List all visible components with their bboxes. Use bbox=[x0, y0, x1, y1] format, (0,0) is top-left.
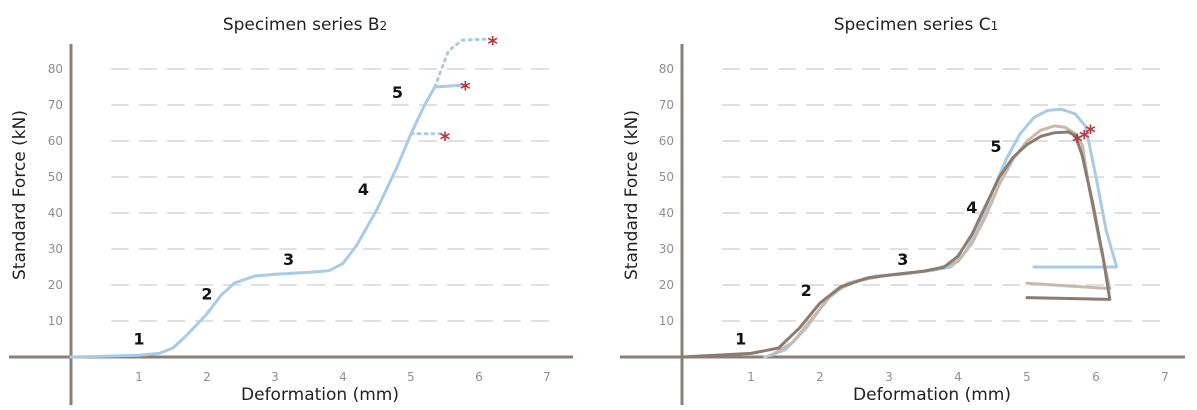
chart1-x-tick-label: 3 bbox=[271, 370, 279, 384]
chart1-y-axis-label: Standard Force (kN) bbox=[10, 110, 30, 280]
chart1-x-axis-label: Deformation (mm) bbox=[241, 385, 399, 405]
chart2-series-line bbox=[680, 130, 1112, 359]
chart2-failure-marker: * bbox=[1072, 129, 1083, 153]
chart1-y-tick-label: 80 bbox=[48, 62, 63, 76]
chart2-y-tick-label: 50 bbox=[659, 170, 674, 184]
chart2-failure-marker: * bbox=[1085, 120, 1096, 144]
chart1-y-tick-label: 30 bbox=[48, 242, 63, 256]
chart2-x-tick-label: 1 bbox=[747, 370, 755, 384]
chart1-phase-label: 4 bbox=[358, 180, 369, 199]
chart1-failure-marker: * bbox=[460, 77, 471, 101]
chart2-y-tick-label: 70 bbox=[659, 98, 674, 112]
chart1-phase-label: 1 bbox=[133, 329, 144, 348]
chart1-x-tick-label: 1 bbox=[135, 370, 143, 384]
chart2-y-tick-label: 80 bbox=[659, 62, 674, 76]
chart2-x-axis-label: Deformation (mm) bbox=[853, 385, 1011, 405]
chart1-x-tick-label: 6 bbox=[475, 370, 483, 384]
chart1-y-tick-label: 40 bbox=[48, 206, 63, 220]
chart2-y-tick-label: 60 bbox=[659, 134, 674, 148]
chart2-y-axis-label: Standard Force (kN) bbox=[622, 110, 642, 280]
chart2-y-tick-label: 40 bbox=[659, 206, 674, 220]
chart2-y-tick-label: 30 bbox=[659, 242, 674, 256]
chart2-x-tick-label: 7 bbox=[1161, 370, 1169, 384]
chart2-phase-label: 1 bbox=[735, 329, 746, 348]
chart2-phase-label: 5 bbox=[990, 137, 1001, 156]
chart1-y-tick-label: 70 bbox=[48, 98, 63, 112]
chart1-title-subscript: 2 bbox=[380, 19, 388, 33]
chart1-y-tick-label: 60 bbox=[48, 134, 63, 148]
chart2-phase-label: 3 bbox=[897, 250, 908, 269]
chart2-y-tick-label: 10 bbox=[659, 314, 674, 328]
chart2-title-subscript: 1 bbox=[991, 19, 999, 33]
chart1-phase-label: 2 bbox=[201, 284, 212, 303]
chart1-failure-marker: * bbox=[487, 32, 498, 56]
chart1-x-tick-label: 2 bbox=[203, 370, 211, 384]
chart2-y-tick-label: 20 bbox=[659, 278, 674, 292]
chart2-title: Specimen series C1 bbox=[834, 15, 999, 35]
chart1-phase-label: 3 bbox=[283, 250, 294, 269]
chart1-phase-label: 5 bbox=[392, 83, 403, 102]
chart2-x-tick-label: 2 bbox=[816, 370, 824, 384]
chart1-failure-marker: * bbox=[440, 128, 451, 152]
chart2-x-tick-label: 5 bbox=[1023, 370, 1031, 384]
chart2-phase-label: 4 bbox=[966, 198, 977, 217]
chart2-failure-marker: * bbox=[1079, 126, 1090, 150]
chart2-phase-label: 2 bbox=[801, 281, 812, 300]
chart1-x-tick-label: 5 bbox=[407, 370, 415, 384]
chart1-title: Specimen series B2 bbox=[223, 15, 387, 35]
chart2-x-tick-label: 4 bbox=[954, 370, 962, 384]
chart1-series-line bbox=[69, 83, 464, 359]
chart2-series-line bbox=[763, 107, 1119, 359]
chart2-x-tick-label: 6 bbox=[1092, 370, 1100, 384]
chart1-x-tick-label: 4 bbox=[339, 370, 347, 384]
chart1-y-tick-label: 50 bbox=[48, 170, 63, 184]
chart2-x-tick-label: 3 bbox=[885, 370, 893, 384]
chart1-y-tick-label: 20 bbox=[48, 278, 63, 292]
chart1-x-tick-label: 7 bbox=[543, 370, 551, 384]
chart1-y-tick-label: 10 bbox=[48, 314, 63, 328]
